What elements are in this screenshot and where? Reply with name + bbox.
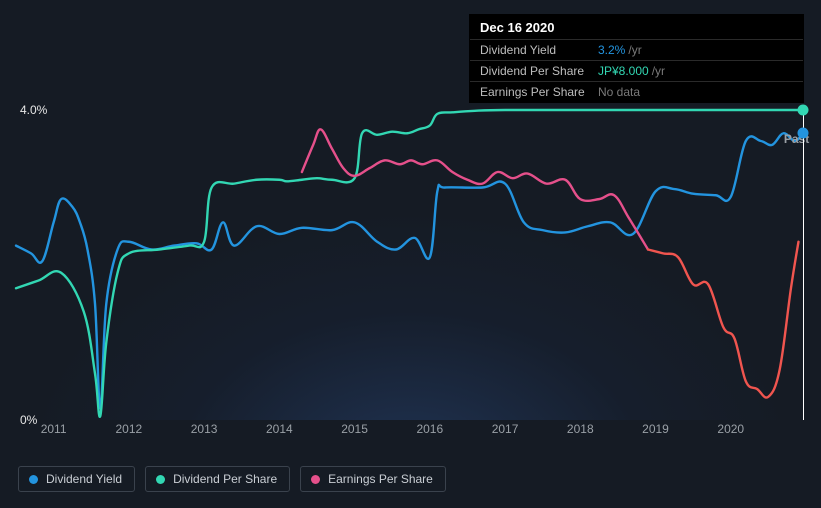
tooltip-key: Dividend Per Share <box>480 64 598 78</box>
chart-svg <box>16 110 806 420</box>
legend-dot-icon <box>156 475 165 484</box>
legend-label: Dividend Per Share <box>173 472 277 486</box>
tooltip-value: No data <box>598 85 640 99</box>
cursor-line <box>803 110 804 420</box>
tooltip-row: Dividend Per ShareJP¥8.000/yr <box>470 61 803 82</box>
series-earnings_per_share <box>648 242 798 398</box>
series-end-dot-dividend_yield <box>797 128 808 139</box>
series-dividend_per_share <box>16 110 803 417</box>
legend-dot-icon <box>29 475 38 484</box>
legend-dot-icon <box>311 475 320 484</box>
series-end-dot-dividend_per_share <box>797 105 808 116</box>
series-earnings_per_share <box>302 129 648 249</box>
legend-label: Earnings Per Share <box>328 472 433 486</box>
chart-tooltip: Dec 16 2020 Dividend Yield3.2%/yrDividen… <box>469 14 804 103</box>
chart-plot-area[interactable] <box>16 110 806 420</box>
x-tick-label: 2015 <box>341 422 368 436</box>
x-tick-label: 2011 <box>41 422 67 436</box>
x-tick-label: 2016 <box>416 422 443 436</box>
legend-label: Dividend Yield <box>46 472 122 486</box>
tooltip-row: Dividend Yield3.2%/yr <box>470 40 803 61</box>
x-tick-label: 2013 <box>191 422 218 436</box>
legend-item-dividend_yield[interactable]: Dividend Yield <box>18 466 135 492</box>
x-tick-label: 2018 <box>567 422 594 436</box>
x-axis-labels: 2011 2012 2013 2014 2015 2016 2017 2018 2019 2020 <box>16 422 806 438</box>
tooltip-title: Dec 16 2020 <box>470 15 803 40</box>
tooltip-value: 3.2%/yr <box>598 43 642 57</box>
tooltip-row: Earnings Per ShareNo data <box>470 82 803 102</box>
chart-legend: Dividend Yield Dividend Per Share Earnings… <box>18 466 446 492</box>
x-tick-label: 2019 <box>642 422 669 436</box>
x-tick-label: 2020 <box>717 422 744 436</box>
legend-item-earnings_per_share[interactable]: Earnings Per Share <box>300 466 446 492</box>
x-tick-label: 2014 <box>266 422 293 436</box>
tooltip-key: Dividend Yield <box>480 43 598 57</box>
x-tick-label: 2017 <box>492 422 519 436</box>
legend-item-dividend_per_share[interactable]: Dividend Per Share <box>145 466 290 492</box>
x-tick-label: 2012 <box>115 422 142 436</box>
y-tick-label: 4.0% <box>20 103 56 117</box>
tooltip-value: JP¥8.000/yr <box>598 64 665 78</box>
tooltip-key: Earnings Per Share <box>480 85 598 99</box>
